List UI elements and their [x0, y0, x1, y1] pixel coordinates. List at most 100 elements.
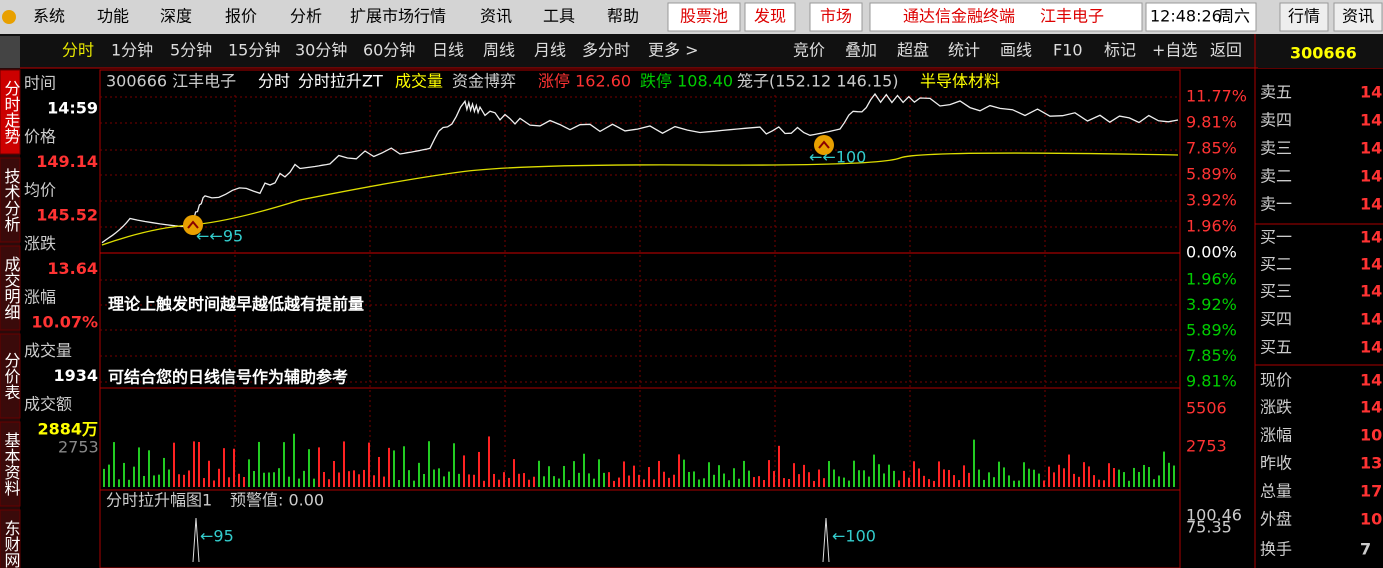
- pct-tick: 9.81%: [1186, 113, 1237, 132]
- banner: [869, 2, 1143, 32]
- period-tab[interactable]: 1分钟: [111, 41, 153, 60]
- top-button-label[interactable]: 资讯: [1342, 7, 1374, 26]
- chart-header-item: 跌停 108.40: [640, 72, 733, 91]
- code-box: [1258, 38, 1383, 68]
- volume-tick: 5506: [1186, 399, 1227, 418]
- period-tab[interactable]: 更多 >: [648, 41, 699, 60]
- quote-label: 换手: [1260, 540, 1292, 559]
- menu-item[interactable]: 资讯: [480, 7, 512, 26]
- side-tab[interactable]: [0, 333, 21, 419]
- quote-label: 卖二: [1260, 167, 1292, 186]
- period-tab[interactable]: 日线: [432, 41, 464, 60]
- clock-time: 12:48:26: [1150, 7, 1222, 26]
- period-tab[interactable]: 60分钟: [363, 41, 415, 60]
- menu-item[interactable]: 帮助: [607, 7, 639, 26]
- menu-button[interactable]: [667, 2, 741, 32]
- chart-header-item: 涨停 162.60: [538, 72, 631, 91]
- pct-tick: 7.85%: [1186, 346, 1237, 365]
- top-button[interactable]: [1333, 2, 1383, 32]
- top-button[interactable]: [1279, 2, 1329, 32]
- period-tab[interactable]: 30分钟: [295, 41, 347, 60]
- period-tab[interactable]: 多分时: [582, 41, 630, 60]
- tool-button[interactable]: 叠加: [845, 41, 877, 60]
- average-line: [101, 152, 1179, 246]
- menu-button-label[interactable]: 股票池: [680, 7, 728, 26]
- quote-value: 14: [1360, 255, 1382, 274]
- info-label: 成交量: [24, 341, 72, 360]
- side-tab[interactable]: [0, 69, 21, 155]
- chart-header-item: 分时拉升ZT: [298, 72, 383, 91]
- period-tab[interactable]: 15分钟: [228, 41, 280, 60]
- quote-value: 14: [1360, 371, 1382, 390]
- period-tab[interactable]: 分时: [62, 41, 94, 60]
- indicator-signal: ←95: [200, 527, 234, 546]
- quote-value: 14: [1360, 111, 1382, 130]
- menu-button[interactable]: [744, 2, 796, 32]
- period-tab[interactable]: 5分钟: [170, 41, 212, 60]
- signal-caret: [187, 220, 199, 229]
- price-line: [101, 92, 1179, 244]
- chart-header-item: 半导体材料: [920, 72, 1000, 91]
- signal-icon: [814, 135, 834, 155]
- menu-item[interactable]: 深度: [160, 7, 192, 26]
- logo: [2, 10, 16, 24]
- quote-value: 10: [1360, 426, 1382, 445]
- info-value: 149.14: [36, 152, 98, 171]
- pct-tick: 5.89%: [1186, 321, 1237, 340]
- side-tab-label[interactable]: 技术分析: [2, 168, 21, 232]
- side-tab-label[interactable]: 东财网站: [2, 520, 21, 568]
- tool-button[interactable]: 统计: [948, 41, 980, 60]
- chart-header-item: 成交量: [395, 72, 443, 91]
- tool-button[interactable]: F10: [1053, 41, 1083, 60]
- side-tab-label[interactable]: 基本资料: [2, 432, 21, 496]
- pct-tick: 0.00%: [1186, 243, 1237, 262]
- quote-label: 卖三: [1260, 139, 1292, 158]
- side-tab-label[interactable]: 分价表: [2, 352, 21, 400]
- volume-tick: 2753: [1186, 437, 1227, 456]
- pct-tick: 1.96%: [1186, 270, 1237, 289]
- chart-header-item: 300666 江丰电子: [106, 72, 236, 91]
- tool-button[interactable]: 返回: [1210, 41, 1242, 60]
- side-tab[interactable]: [0, 157, 21, 243]
- side-tab[interactable]: [0, 509, 21, 568]
- side-tab[interactable]: [0, 245, 21, 331]
- quote-value: 14: [1360, 338, 1382, 357]
- period-tab[interactable]: 月线: [534, 41, 566, 60]
- chart-header-item: 笼子(152.12 146.15): [737, 72, 899, 91]
- menu-item[interactable]: 报价: [225, 7, 257, 26]
- quote-label: 买二: [1260, 255, 1292, 274]
- quote-value: 14: [1360, 195, 1382, 214]
- menu-button[interactable]: [809, 2, 863, 32]
- indicator-spike: [192, 517, 200, 563]
- quote-value: 14: [1360, 310, 1382, 329]
- indicator-signal: ←100: [832, 527, 876, 546]
- menu-button-label[interactable]: 发现: [754, 7, 786, 26]
- menu-item[interactable]: 扩展市场行情: [350, 7, 446, 26]
- tool-button[interactable]: 超盘: [897, 41, 929, 60]
- side-tab[interactable]: [0, 421, 21, 507]
- tool-button[interactable]: 标记: [1104, 41, 1136, 60]
- period-tab[interactable]: 周线: [483, 41, 515, 60]
- menu-item[interactable]: 工具: [543, 7, 575, 26]
- side-tab-label[interactable]: 分时走势: [2, 80, 21, 145]
- menu-item[interactable]: 功能: [97, 7, 129, 26]
- tool-button[interactable]: 画线: [1000, 41, 1032, 60]
- quote-value: 14: [1360, 228, 1382, 247]
- menu-item[interactable]: 分析: [290, 7, 322, 26]
- top-button-label[interactable]: 行情: [1288, 7, 1320, 26]
- grid: [100, 95, 1180, 490]
- info-value: 14:59: [47, 99, 98, 118]
- indicator-alert: 预警值: 0.00: [230, 491, 324, 510]
- side-tab-label[interactable]: 成交明细: [2, 256, 21, 320]
- menu-item[interactable]: 系统: [33, 7, 65, 26]
- tool-button[interactable]: +自选: [1152, 41, 1197, 60]
- menu-button-label[interactable]: 市场: [820, 7, 852, 26]
- banner-stock: 江丰电子: [1040, 7, 1104, 26]
- tool-button[interactable]: 竞价: [793, 41, 825, 60]
- info-label: 价格: [24, 127, 56, 146]
- banner-title: 通达信金融终端: [903, 7, 1015, 26]
- pct-tick: 5.89%: [1186, 165, 1237, 184]
- pct-tick: 3.92%: [1186, 191, 1237, 210]
- quote-label: 卖一: [1260, 195, 1292, 214]
